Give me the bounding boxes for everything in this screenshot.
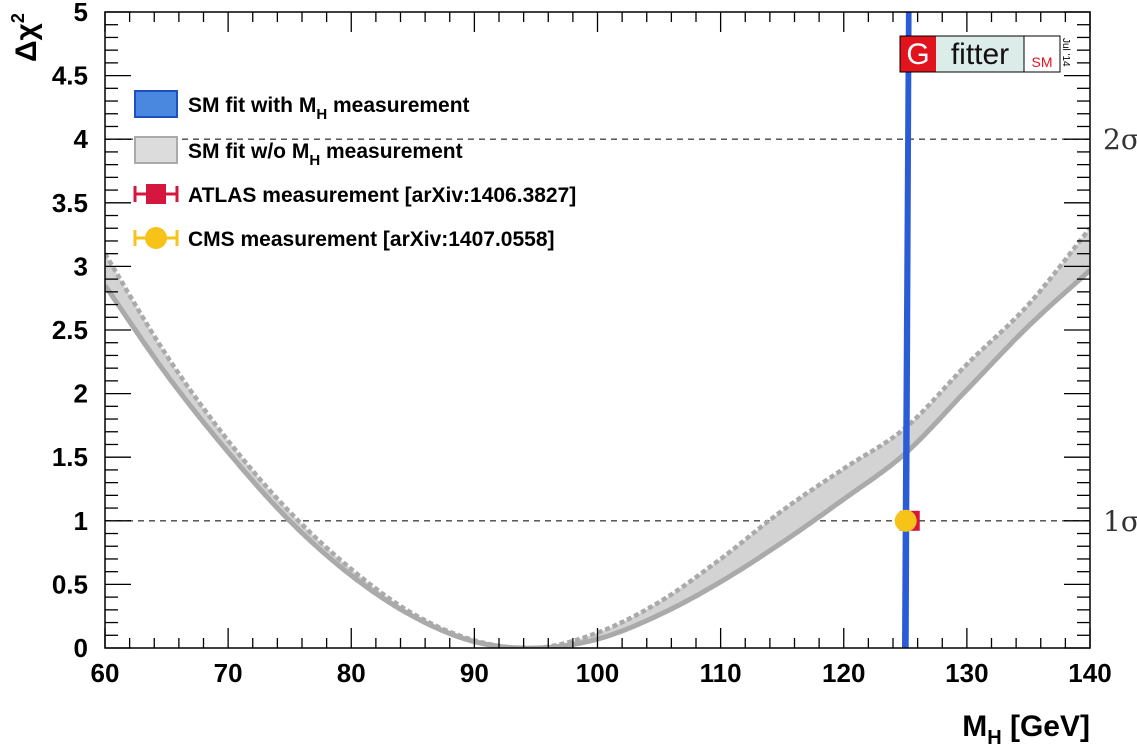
y-tick-label: 1 [74, 506, 88, 536]
y-axis-title: Δχ2 [8, 13, 43, 62]
legend-marker-cms [145, 227, 167, 249]
legend-marker-atlas [146, 184, 166, 204]
sigma-label: 1σ [1103, 505, 1137, 538]
legend-label: CMS measurement [arXiv:1407.0558] [188, 228, 555, 251]
axis-tick-labels: 60 70 80 90 100 110 120 130 140 0 0.5 1 1.5 2 2.5 3 3.5 4… [52, 0, 1112, 688]
logo-word: fitter [951, 38, 1009, 71]
legend-marker-sm-fit-without-mh [134, 136, 178, 164]
x-axis-title: MH [GeV] [962, 710, 1090, 746]
y-tick-label: 4.5 [52, 61, 88, 91]
logo-letter: G [906, 38, 929, 71]
y-tick-label: 3.5 [52, 188, 88, 218]
legend: SM fit with MH measurement SM fit w/o MH … [133, 90, 576, 251]
legend-label: SM fit with MH measurement [188, 94, 470, 123]
y-tick-label: 2 [74, 379, 88, 409]
y-tick-label: 0.5 [52, 569, 88, 599]
logo-sm: SM [1032, 54, 1053, 70]
legend-marker-sm-fit-with-mh [134, 90, 178, 118]
sm-fit-without-mh-lower-edge [105, 268, 1090, 648]
measurement-points [894, 509, 920, 532]
gfitter-logo: G fitter SM Jul '14 [899, 35, 1071, 73]
x-tick-label: 130 [945, 658, 988, 688]
x-tick-label: 110 [700, 658, 742, 688]
x-tick-label: 120 [822, 658, 865, 688]
x-tick-label: 80 [337, 658, 366, 688]
x-tick-label: 140 [1068, 658, 1111, 688]
y-tick-label: 2.5 [52, 315, 88, 345]
x-tick-label: 70 [214, 658, 243, 688]
cms-point [894, 509, 917, 532]
x-tick-label: 60 [91, 658, 120, 688]
axis-ticks [104, 11, 1091, 649]
sigma-label: 2σ [1103, 123, 1137, 156]
legend-label: SM fit w/o MH measurement [188, 140, 463, 169]
x-tick-label: 100 [576, 658, 619, 688]
y-tick-label: 3 [74, 251, 88, 281]
y-tick-label: 1.5 [52, 442, 88, 472]
x-tick-label: 90 [460, 658, 489, 688]
sigma-labels: 1σ 2σ [1103, 123, 1137, 538]
sm-fit-without-mh-upper-edge [105, 226, 1090, 648]
sm-fit-without-mh-band [105, 228, 1090, 648]
y-tick-label: 5 [74, 0, 88, 27]
y-tick-label: 0 [74, 633, 88, 663]
logo-date: Jul '14 [1060, 38, 1071, 67]
legend-label: ATLAS measurement [arXiv:1406.3827] [188, 184, 576, 207]
y-tick-label: 4 [74, 124, 89, 154]
sm-fit-with-mh-curve-right [903, 12, 912, 648]
